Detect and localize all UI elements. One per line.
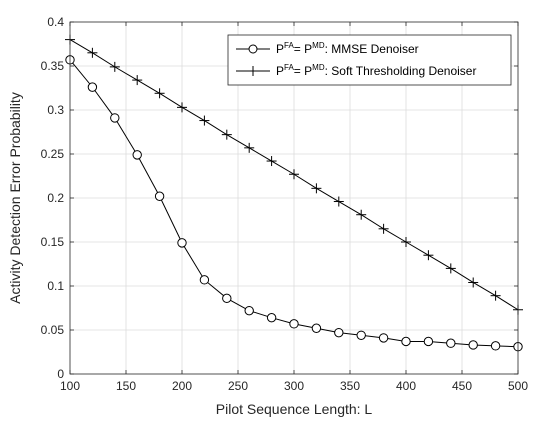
legend-marker-plus bbox=[248, 66, 258, 76]
x-tick-label: 300 bbox=[284, 379, 304, 393]
y-tick-label: 0.1 bbox=[47, 279, 64, 293]
data-point-plus bbox=[311, 183, 322, 194]
x-tick-label: 400 bbox=[396, 379, 416, 393]
legend-label-mmse: PFA= PMD: MMSE Denoiser bbox=[276, 41, 419, 56]
data-point-circle bbox=[356, 330, 366, 340]
data-point-plus bbox=[423, 250, 434, 261]
y-tick-label: 0.05 bbox=[41, 323, 65, 337]
data-point-plus bbox=[221, 129, 232, 140]
legend-marker-circle bbox=[248, 44, 258, 54]
data-point-circle bbox=[222, 293, 232, 304]
legend-box bbox=[227, 34, 512, 86]
data-point-circle bbox=[378, 333, 389, 343]
data-point-circle bbox=[244, 305, 254, 316]
data-point-circle bbox=[154, 191, 165, 201]
y-tick-label: 0.25 bbox=[41, 147, 65, 161]
x-tick-label: 450 bbox=[452, 379, 472, 393]
data-point-circle bbox=[177, 238, 187, 248]
data-point-plus bbox=[266, 156, 277, 167]
legend: PFA= PMD: MMSE Denoiser PFA= PMD: Soft T… bbox=[227, 34, 512, 86]
data-point-plus bbox=[87, 47, 98, 58]
x-tick-label: 500 bbox=[508, 379, 528, 393]
data-point-plus bbox=[109, 61, 120, 72]
data-point-circle bbox=[446, 338, 456, 348]
data-point-plus bbox=[199, 115, 210, 126]
data-point-circle bbox=[401, 336, 411, 347]
data-point-circle bbox=[490, 341, 501, 351]
data-point-circle bbox=[266, 312, 277, 323]
x-axis-label: Pilot Sequence Length: L bbox=[216, 401, 373, 417]
legend-label-soft: PFA= PMD: Soft Thresholding Denoiser bbox=[276, 63, 476, 78]
data-point-circle bbox=[87, 82, 98, 92]
data-point-circle bbox=[423, 336, 434, 347]
data-point-plus bbox=[490, 290, 501, 301]
x-tick-label: 200 bbox=[172, 379, 192, 393]
data-point-plus bbox=[244, 142, 255, 153]
axis-ticks: 100 150 200 250 300 350 400 450 500 0 0.05 0.1 0.15 0… bbox=[41, 15, 529, 393]
data-point-circle bbox=[110, 113, 120, 123]
data-point-plus bbox=[177, 102, 187, 113]
data-point-circle bbox=[199, 275, 210, 285]
data-point-plus bbox=[333, 196, 344, 207]
x-tick-label: 250 bbox=[228, 379, 248, 393]
y-tick-label: 0.35 bbox=[41, 59, 65, 73]
data-point-plus bbox=[289, 169, 299, 180]
data-point-circle bbox=[289, 319, 299, 329]
y-tick-label: 0.4 bbox=[47, 15, 64, 29]
data-point-circle bbox=[132, 150, 142, 160]
data-point-circle bbox=[468, 340, 478, 350]
data-point-plus bbox=[356, 209, 367, 220]
y-axis-label: Activity Detection Error Probability bbox=[7, 92, 23, 304]
data-point-plus bbox=[468, 277, 479, 288]
y-tick-label: 0 bbox=[57, 367, 64, 381]
x-tick-label: 100 bbox=[60, 379, 80, 393]
x-tick-label: 150 bbox=[116, 379, 136, 393]
y-tick-label: 0.15 bbox=[41, 235, 65, 249]
data-point-plus bbox=[378, 223, 389, 234]
data-point-plus bbox=[132, 75, 143, 86]
y-tick-label: 0.3 bbox=[47, 103, 64, 117]
data-point-circle bbox=[334, 327, 344, 338]
y-tick-label: 0.2 bbox=[47, 191, 64, 205]
x-tick-label: 350 bbox=[340, 379, 360, 393]
data-point-plus bbox=[401, 237, 411, 247]
data-point-circle bbox=[311, 323, 322, 333]
data-point-plus bbox=[154, 88, 165, 99]
data-point-plus bbox=[445, 263, 456, 274]
